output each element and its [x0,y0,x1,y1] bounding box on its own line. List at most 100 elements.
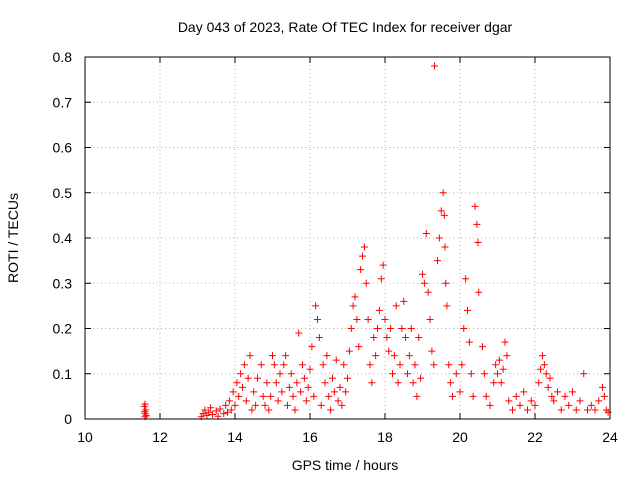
data-point [355,343,363,351]
data-point [405,352,413,360]
data-point [379,261,387,269]
x-tick-label: 18 [377,429,393,445]
x-tick-label: 24 [602,429,618,445]
data-point [580,370,588,378]
data-point [323,352,331,360]
data-point [377,275,385,283]
data-point [572,406,580,414]
data-point [314,315,321,323]
data-point [353,315,361,323]
data-point [357,266,365,274]
data-point [302,397,310,405]
data-point [212,407,220,415]
data-point [548,392,556,400]
data-point [600,392,608,400]
data-point [385,347,393,355]
x-tick-label: 16 [302,429,318,445]
data-point [550,397,558,405]
data-point [557,406,565,414]
data-point [242,397,250,405]
data-point [374,325,381,332]
data-point [222,401,230,409]
data-point [430,361,438,369]
y-axis-label: ROTI / TECUs [5,193,21,283]
data-point [531,401,539,409]
data-point [285,383,293,391]
data-point [141,408,149,416]
data-point [540,361,548,369]
grid [85,57,610,419]
data-point [216,405,224,413]
data-point [497,379,505,387]
data-point [482,392,490,400]
data-point [347,325,355,332]
data-point [524,406,531,414]
data-point [402,334,410,342]
data-point [465,338,473,346]
data-point [297,388,305,396]
data-point [310,392,318,400]
data-point [434,257,441,265]
data-point [546,374,554,382]
data-point [257,361,265,369]
data-point [499,365,507,373]
data-point [473,220,481,228]
data-point [443,302,451,310]
data-point [263,379,271,387]
data-point [340,361,348,369]
data-point [561,392,569,400]
data-point [308,343,316,351]
data-point [390,352,398,360]
plot-frame [84,56,611,420]
data-point [338,401,346,409]
data-point [539,352,546,360]
data-point [599,383,606,391]
data-point [366,361,374,369]
data-point [407,325,415,332]
data-point [469,392,477,400]
data-point [439,189,447,197]
data-point [274,397,282,405]
data-point [282,352,290,360]
data-point [419,270,426,278]
data-point [317,401,325,409]
data-point [445,361,453,369]
data-point [225,397,233,405]
data-point [227,406,235,414]
data-point [248,406,256,414]
data-point [293,379,301,387]
data-point [272,379,280,387]
data-point [409,379,417,387]
data-point [428,347,436,355]
data-point [449,392,456,400]
data-point [252,401,260,409]
data-point [351,293,359,301]
data-point [269,352,276,360]
data-point [321,379,329,387]
data-point [460,325,468,332]
data-point [392,302,400,310]
data-point [370,334,378,342]
data-point [325,392,333,400]
data-point [435,234,443,242]
data-point [387,325,395,332]
data-point [368,379,376,387]
data-point [359,252,366,260]
data-point [512,392,520,400]
data-point [332,356,340,364]
data-point [250,388,258,396]
data-point [426,315,434,323]
data-point [254,374,261,382]
data-point [278,388,286,396]
data-point [240,361,248,369]
data-point [389,370,396,378]
data-point [233,379,241,387]
data-point [505,397,513,405]
data-point [329,374,336,382]
x-tick-label: 12 [152,429,168,445]
data-point [480,370,488,378]
data-point [458,361,466,369]
data-point [327,406,335,414]
tick-labels: 10 12 14 16 18 20 22 24 0 0.1 0.2 0.3 0.4 0.5 0.6 0.7 0.… [53,49,618,445]
